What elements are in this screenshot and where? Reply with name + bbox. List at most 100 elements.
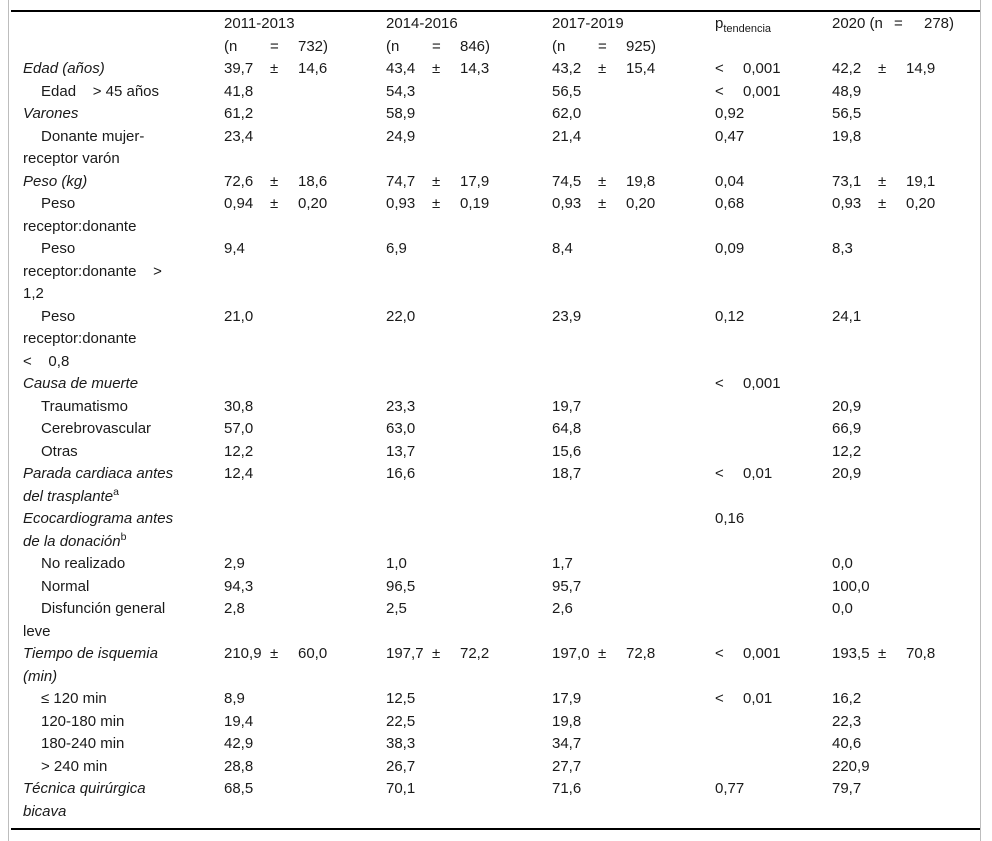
cell-value: 0,0 — [832, 600, 853, 617]
value-cell: 62,0 — [552, 103, 715, 126]
value-cell — [386, 373, 552, 396]
label-line: Otras — [23, 441, 220, 464]
table-row: 180-240 min 42,9 38,3 34,7 40,6 — [23, 733, 978, 756]
cell-value: 0,93 — [552, 195, 582, 212]
cell-value: 20,9 — [832, 465, 862, 482]
cell-value: 68,5 — [224, 780, 254, 797]
value-cell: 17,9 — [552, 688, 715, 711]
table-row: Técnica quirúrgica bicava 68,5 70,1 71,6 0,77… — [23, 778, 978, 823]
value-cell — [386, 508, 552, 553]
table-row: > 240 min 28,8 26,7 27,7 220,9 — [23, 756, 978, 779]
label-text: Cerebrovascular — [41, 420, 152, 437]
cell-value: 23,3 — [386, 397, 416, 415]
cell-value: 28,8 — [224, 757, 254, 775]
period-label-2020: 2020 (n = 278) — [832, 13, 978, 36]
label-text: (min) — [23, 667, 58, 685]
value-cell: 20,9 — [832, 463, 978, 508]
value-cell: 21,4 — [552, 126, 715, 171]
cell-value: 42,9 — [224, 735, 254, 752]
value-cell: 42,2 ±14,9 — [832, 58, 978, 81]
sample-size: (n = 925) — [552, 36, 715, 59]
p-value-cell: 0,77 — [715, 778, 832, 823]
cell-value: 2,6 — [552, 600, 573, 617]
row-label: Edad > 45 años — [23, 81, 224, 104]
table-row: ≤ 120 min 8,9 12,5 17,9 <0,01 16,2 — [23, 688, 978, 711]
cell-value: 193,5 — [832, 645, 870, 662]
label-text: bicava — [23, 802, 67, 820]
plus-minus-sign: ± — [878, 172, 887, 190]
value-cell: 30,8 — [224, 396, 386, 419]
value-cell: 197,0 ±72,8 — [552, 643, 715, 688]
label-line: Varones — [23, 103, 220, 126]
p-value: 0,77 — [715, 780, 745, 797]
value-cell: 24,1 — [832, 306, 978, 374]
cell-value: 62,0 — [552, 105, 582, 122]
row-label: Peso receptor:donante — [23, 193, 224, 238]
cell-value: 12,2 — [224, 442, 254, 460]
p-value-cell: <0,001 — [715, 643, 832, 688]
plus-minus-sign: ± — [270, 195, 279, 212]
cell-value: 19,7 — [552, 397, 582, 415]
sample-size: (n = 846) — [386, 36, 552, 59]
label-line: < 0,8 — [23, 351, 220, 374]
cell-sd: 72,2 — [460, 645, 490, 662]
cell-value: 1,0 — [386, 555, 407, 572]
n-close: 846) — [460, 37, 491, 55]
cell-value: 71,6 — [552, 780, 582, 797]
value-cell — [552, 373, 715, 396]
value-cell: 23,3 — [386, 396, 552, 419]
value-cell: 15,6 — [552, 441, 715, 464]
top-rule — [11, 10, 980, 12]
plus-minus-sign: ± — [270, 172, 279, 190]
value-cell: 12,2 — [224, 441, 386, 464]
value-cell: 58,9 — [386, 103, 552, 126]
table-row: Edad > 45 años 41,8 54,3 56,5 <0,001 48,9 — [23, 81, 978, 104]
cell-value: 0,93 — [386, 195, 416, 212]
p-value-cell: <0,001 — [715, 81, 832, 104]
label-line: Peso — [23, 238, 220, 261]
cell-value: 48,9 — [832, 82, 862, 100]
cell-sd: 17,9 — [460, 172, 490, 190]
label-text: Peso (kg) — [23, 172, 88, 190]
cell-value: 22,0 — [386, 307, 416, 325]
n-close: 278) — [924, 15, 955, 32]
less-than-sign: < — [715, 375, 724, 392]
value-cell: 22,0 — [386, 306, 552, 374]
value-cell: 72,6 ±18,6 — [224, 171, 386, 194]
plus-minus-sign: ± — [432, 60, 441, 77]
row-label: Otras — [23, 441, 224, 464]
table-row: Normal 94,3 96,5 95,7 100,0 — [23, 576, 978, 599]
label-text: del trasplante — [23, 487, 114, 505]
label-text: Otras — [41, 442, 78, 460]
cell-value: 22,3 — [832, 712, 862, 730]
cell-sd: 15,4 — [626, 60, 656, 77]
label-text: No realizado — [41, 555, 126, 572]
cell-sd: 72,8 — [626, 645, 656, 662]
cell-value: 70,1 — [386, 780, 416, 797]
label-line: ≤ 120 min — [23, 688, 220, 711]
p-value-cell: <0,01 — [715, 463, 832, 508]
value-cell: 0,93 ±0,19 — [386, 193, 552, 238]
p-value: 0,001 — [743, 60, 781, 77]
cell-value: 197,7 — [386, 645, 424, 662]
cell-sd: 19,8 — [626, 172, 656, 190]
cell-value: 43,2 — [552, 60, 582, 77]
cell-value: 20,9 — [832, 397, 862, 415]
value-cell: 21,0 — [224, 306, 386, 374]
table-header: 2011-2013 (n = 732) 2014-2016 (n = 846) 2017… — [23, 13, 978, 58]
value-cell: 19,8 — [832, 126, 978, 171]
cell-value: 22,5 — [386, 712, 416, 730]
value-cell: 0,93 ±0,20 — [832, 193, 978, 238]
value-cell: 20,9 — [832, 396, 978, 419]
value-cell: 8,3 — [832, 238, 978, 306]
value-cell: 220,9 — [832, 756, 978, 779]
table-row: Peso receptor:donante < 0,8 21,0 22,0 23,9 0,1… — [23, 306, 978, 374]
period-label: 2011-2013 — [224, 15, 295, 32]
value-cell: 48,9 — [832, 81, 978, 104]
table-row: Peso (kg) 72,6 ±18,6 74,7 ±17,9 74,5 ±19,8 0,04… — [23, 171, 978, 194]
p-trend-label: ptendencia — [715, 13, 832, 36]
row-label: No realizado — [23, 553, 224, 576]
cell-value: 24,1 — [832, 307, 862, 325]
value-cell: 28,8 — [224, 756, 386, 779]
p-subscript: tendencia — [723, 23, 772, 35]
